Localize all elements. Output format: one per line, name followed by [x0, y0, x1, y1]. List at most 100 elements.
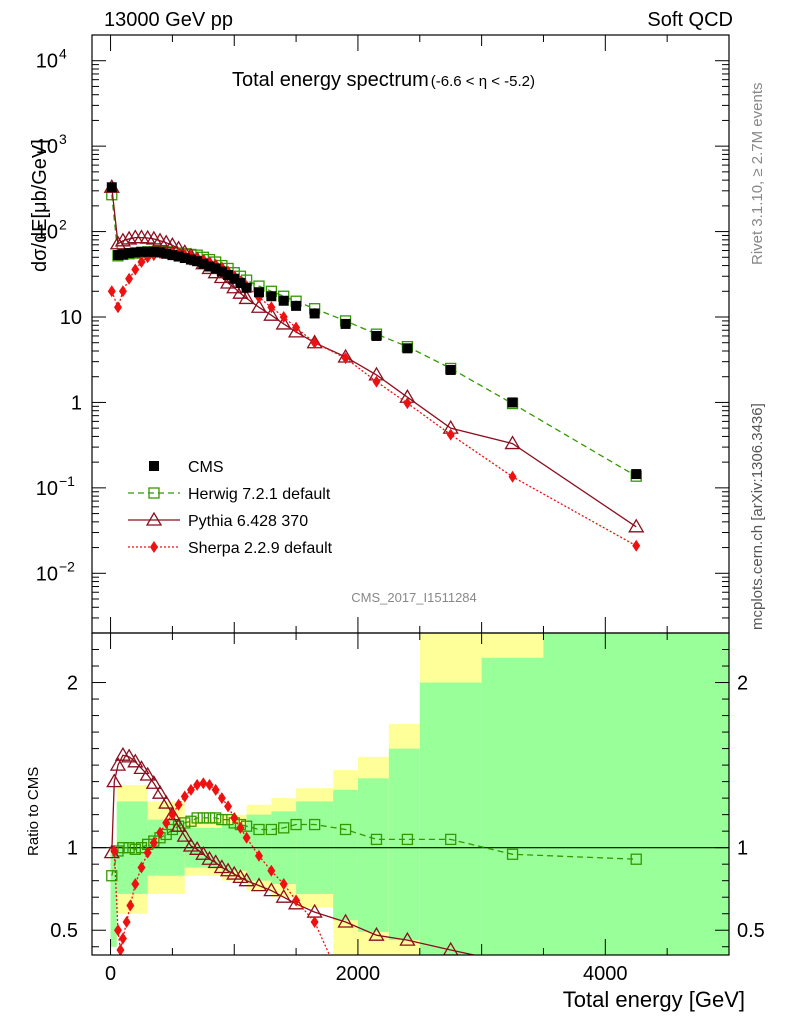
main-point-0-4 — [130, 247, 141, 258]
ratio-point-1-8 — [145, 774, 162, 789]
ratio-point-2-2 — [116, 944, 125, 955]
band-green-12 — [481, 657, 544, 955]
ratio-point-1-16 — [195, 845, 212, 860]
main-point-2-3 — [120, 230, 138, 245]
ratio-point-0-24 — [265, 823, 277, 836]
ratio-point-2-27 — [279, 877, 288, 890]
main-ytick-exp-6: −2 — [59, 558, 75, 574]
legend: CMS Herwig 7.2.1 default Pythia 6.428 370 S… — [128, 459, 333, 557]
ratio-point-2-12 — [168, 808, 177, 821]
main-point-3-27 — [310, 336, 319, 349]
legend-label-2: Pythia 6.428 370 — [188, 513, 308, 530]
ratio-point-0-17 — [210, 812, 222, 824]
ratio-point-2-7 — [137, 861, 146, 874]
main-ytick-exp-5: −1 — [59, 473, 75, 489]
main-point-0-30 — [402, 343, 413, 354]
ratio-y-axis-label: Ratio to CMS — [25, 767, 42, 856]
ratio-frame — [91, 632, 730, 956]
ratio-point-0-16 — [203, 812, 216, 824]
ratio-point-2-24 — [242, 831, 251, 844]
ratio-point-2-5 — [126, 899, 135, 912]
main-point-0-13 — [185, 254, 196, 265]
ratio-point-1-5 — [127, 753, 144, 768]
legend-marker-3 — [150, 541, 158, 553]
ratio-point-2-23 — [236, 821, 245, 834]
ratio-point-1-10 — [158, 794, 175, 809]
x-axis-label: Total energy [GeV] — [563, 987, 745, 1012]
ratio-point-1-23 — [238, 872, 255, 887]
ratio-point-2-8 — [143, 846, 152, 859]
ratio-point-0-13 — [185, 815, 197, 827]
main-point-3-26 — [292, 321, 301, 334]
main-series-0 — [106, 182, 642, 480]
band-green-13 — [543, 633, 729, 955]
main-point-0-12 — [179, 253, 190, 264]
ratio-point-0-3 — [123, 842, 135, 854]
main-point-0-21 — [235, 278, 246, 289]
ratio-point-1-15 — [189, 841, 206, 855]
ratio-point-1-6 — [133, 760, 150, 775]
ratio-point-0-23 — [253, 823, 265, 836]
main-point-0-5 — [136, 246, 147, 257]
legend-label-3: Sherpa 2.2.9 default — [188, 540, 333, 557]
header-process-label: Soft QCD — [647, 9, 733, 31]
ratio-plot-area — [103, 746, 642, 955]
legend-marker-0 — [149, 461, 159, 471]
ratio-point-2-19 — [211, 783, 220, 796]
main-point-0-0 — [106, 182, 117, 193]
main-ytick-label-4: 1 — [71, 392, 82, 414]
main-point-2-1 — [109, 235, 127, 250]
ratio-series-0 — [106, 812, 642, 882]
main-point-0-18 — [216, 266, 227, 277]
main-point-2-32 — [504, 435, 521, 450]
main-ytick-label-1: 10 — [36, 136, 58, 158]
main-point-2-24 — [263, 306, 280, 321]
legend-label-0: CMS — [188, 459, 224, 476]
main-y-axis-label: dσ/dE[μb/GeV] — [29, 139, 51, 272]
main-point-2-2 — [114, 232, 132, 247]
ratio-point-0-15 — [197, 812, 209, 824]
main-point-0-10 — [167, 250, 178, 261]
ratio-point-2-14 — [180, 790, 189, 803]
main-point-0-3 — [124, 248, 135, 259]
ratio-point-2-15 — [186, 783, 195, 796]
ratio-point-2-29 — [310, 915, 319, 928]
analysis-id-label: CMS_2017_I1511284 — [351, 590, 477, 605]
source-label: mcplots.cern.ch [arXiv:1306.3436] — [749, 403, 766, 630]
ratio-point-1-22 — [232, 869, 249, 884]
ratio-point-1-30 — [368, 926, 385, 941]
ratio-point-0-31 — [445, 833, 457, 846]
main-point-0-28 — [340, 318, 351, 329]
ratio-ytick-label-0: 0.5 — [50, 920, 78, 942]
main-point-3-31 — [446, 428, 455, 441]
ratio-ytick-label-right-1: 1 — [737, 838, 748, 860]
ratio-point-0-26 — [290, 818, 302, 831]
ratio-point-0-4 — [129, 843, 141, 855]
main-point-0-2 — [117, 249, 128, 260]
main-point-0-29 — [371, 330, 382, 341]
main-ytick-label-6: 10 — [36, 563, 58, 585]
ratio-point-0-0 — [106, 870, 118, 882]
ratio-point-2-11 — [162, 816, 171, 829]
main-point-0-14 — [192, 256, 203, 267]
x-tick-label-0: 0 — [105, 963, 116, 985]
ratio-point-1-1 — [106, 773, 123, 788]
ratio-point-0-33 — [630, 853, 642, 865]
main-point-3-24 — [267, 301, 276, 314]
main-point-0-15 — [198, 258, 209, 269]
ratio-point-0-27 — [308, 818, 321, 831]
ratio-point-0-28 — [339, 823, 352, 836]
band-green-0 — [110, 847, 117, 947]
main-point-0-22 — [241, 282, 252, 293]
main-point-3-4 — [131, 263, 140, 276]
main-point-0-23 — [253, 287, 264, 298]
main-ytick-label-0: 10 — [36, 51, 58, 73]
ratio-point-1-24 — [250, 877, 268, 892]
ratio-point-0-14 — [191, 812, 203, 824]
ratio-point-2-10 — [156, 826, 165, 839]
main-series-line-3 — [111, 252, 637, 547]
ratio-series-line-0 — [111, 817, 637, 876]
main-title: Total energy spectrum (-6.6 < η < -5.2) — [232, 69, 535, 91]
ratio-series-1 — [103, 746, 478, 955]
